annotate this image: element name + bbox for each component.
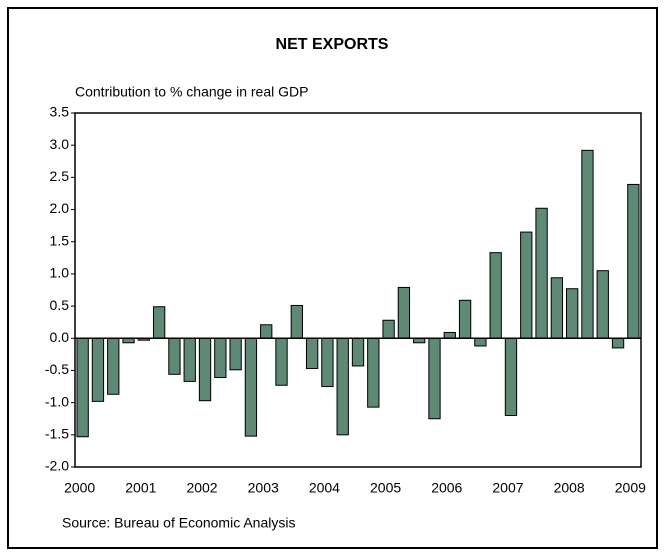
bar [474, 337, 487, 347]
bar [535, 207, 548, 339]
y-tick-label: 0.0 [50, 329, 70, 345]
bar [489, 252, 502, 339]
plot-frame [74, 112, 642, 468]
bar [397, 286, 411, 339]
bar [260, 324, 273, 339]
bar [458, 299, 472, 339]
bar [76, 337, 89, 438]
bar [382, 319, 395, 339]
y-tick-label: 3.5 [50, 104, 70, 120]
bar [321, 337, 334, 388]
x-tick-label: 2001 [125, 480, 156, 496]
chart-title: NET EXPORTS [276, 36, 389, 53]
x-tick-label: 2009 [615, 480, 646, 496]
y-tick-label: -1.5 [45, 426, 69, 442]
y-tick-label: 1.0 [50, 265, 70, 281]
bar [214, 337, 227, 379]
frame [7, 7, 658, 549]
y-tick-label: -1.0 [45, 393, 69, 409]
bar [550, 277, 564, 339]
x-tick-label: 2004 [309, 480, 340, 496]
bar [91, 337, 105, 402]
bar [351, 337, 365, 367]
bar [244, 337, 258, 437]
x-tick-label: 2002 [186, 480, 217, 496]
bar [566, 288, 579, 339]
axis-subtitle: Contribution to % change in real GDP [75, 84, 308, 100]
bar [627, 183, 640, 339]
y-tick-label: 2.0 [50, 200, 70, 216]
x-tick-label: 2000 [64, 480, 95, 496]
bar [367, 337, 380, 408]
y-tick-label: 3.0 [50, 136, 70, 152]
bar [520, 231, 533, 339]
y-tick-label: 2.5 [50, 168, 70, 184]
bar [504, 337, 518, 417]
bar [581, 149, 594, 339]
x-tick-label: 2006 [431, 480, 462, 496]
x-tick-label: 2005 [370, 480, 401, 496]
bar [336, 337, 349, 436]
y-tick-label: 0.5 [50, 297, 70, 313]
bar [168, 337, 181, 375]
bar [290, 304, 303, 339]
bar [198, 337, 212, 402]
bar [428, 337, 441, 420]
bar [152, 306, 166, 339]
y-tick-label: -0.5 [45, 361, 69, 377]
bar [611, 337, 625, 349]
x-tick-label: 2007 [492, 480, 523, 496]
bar [275, 337, 288, 386]
x-tick-label: 2003 [248, 480, 279, 496]
bar [229, 337, 242, 371]
bar [183, 337, 196, 382]
y-tick-label: 1.5 [50, 232, 70, 248]
bar [596, 270, 609, 339]
y-tick-label: -2.0 [45, 458, 69, 474]
x-tick-label: 2008 [554, 480, 585, 496]
bar [305, 337, 319, 370]
bar [107, 337, 120, 395]
bar [443, 331, 456, 339]
source-note: Source: Bureau of Economic Analysis [62, 515, 295, 531]
